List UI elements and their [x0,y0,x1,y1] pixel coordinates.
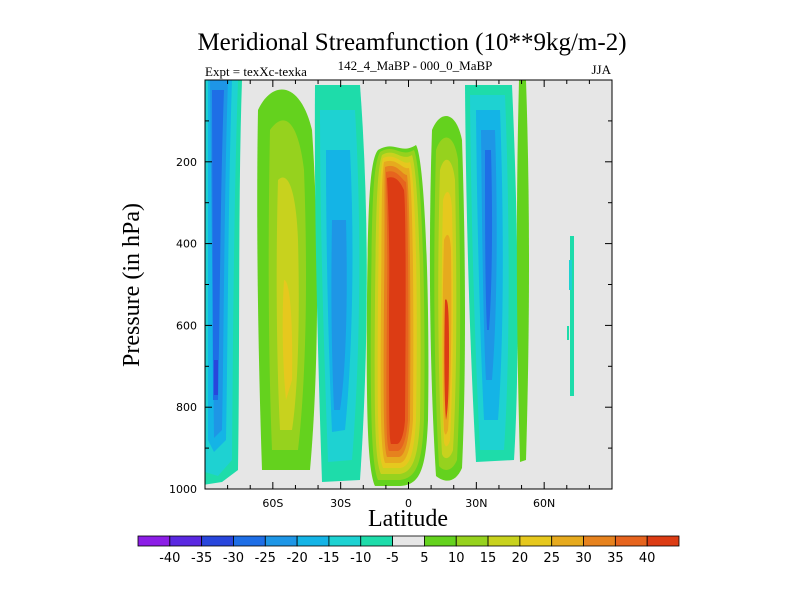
nh-weak-positive [516,80,529,462]
sh-positive-core [282,280,293,400]
x-tick-label: 60S [262,497,283,510]
colorbar-label: -15 [318,551,339,566]
colorbar-swatch [328,535,362,547]
nh-positive-core [444,299,449,420]
colorbar-label: 30 [575,551,592,566]
x-tick-label: 60N [533,497,555,510]
colorbar: -40 -35 -30 -25 -20 -15 -10 -5 5 10 15 20 25 30 35 40 [137,535,680,566]
y-tick-label: 400 [176,238,197,251]
colorbar-label: -30 [223,551,244,566]
colorbar-swatch [169,535,203,547]
nh-high-lat-patch-2 [569,260,572,290]
x-tick-label: 0 [405,497,412,510]
colorbar-label: -10 [350,551,371,566]
colorbar-swatch [646,535,680,547]
colorbar-swatch [519,535,553,547]
sh-negative-core [212,90,224,400]
y-axis-ticks: 200 400 600 800 1000 [169,120,612,496]
colorbar-label: -5 [386,551,399,566]
right-subtitle: JJA [591,62,611,77]
left-subtitle: Expt = texXc-texka [205,64,307,79]
colorbar-label: 35 [607,551,624,566]
y-tick-label: 800 [176,401,197,414]
x-axis-ticks: 60S 30S 0 30N 60N [227,80,590,510]
colorbar-label: 5 [420,551,428,566]
colorbar-swatch [296,535,330,547]
colorbar-label: 10 [448,551,465,566]
colorbar-label: -20 [287,551,308,566]
chart-title: Meridional Streamfunction (10**9kg/m-2) [197,29,626,56]
colorbar-swatch [455,535,489,547]
sh-midlat-neg-core [331,220,347,410]
sh-negative-peak [214,360,218,395]
colorbar-swatch [583,535,616,547]
colorbar-swatch [424,535,457,547]
colorbar-swatch [201,535,234,547]
colorbar-label: 15 [480,551,497,566]
x-tick-label: 30S [330,497,351,510]
x-tick-label: 30N [465,497,487,510]
colorbar-label: 20 [512,551,529,566]
colorbar-label: 25 [543,551,560,566]
colorbar-label: -40 [159,551,180,566]
colorbar-swatch [233,535,266,547]
colorbar-swatch [551,535,584,547]
contour-field [205,80,574,486]
y-tick-label: 200 [176,156,197,169]
colorbar-label: -35 [191,551,212,566]
nh-high-lat-patch-3 [567,326,569,340]
y-axis-label: Pressure (in hPa) [119,203,145,367]
colorbar-swatch [137,535,171,547]
colorbar-swatch [264,535,298,547]
nh-negative-core [485,150,493,330]
y-tick-label: 1000 [169,483,197,496]
colorbar-swatch [614,535,648,547]
colorbar-label: 40 [639,551,656,566]
center-subtitle: 142_4_MaBP - 000_0_MaBP [338,58,493,73]
x-axis-label: Latitude [368,506,448,532]
y-tick-label: 600 [176,319,197,332]
colorbar-swatch [392,535,425,547]
equatorial-core [387,177,406,444]
colorbar-swatch [360,535,393,547]
colorbar-swatch [487,535,521,547]
colorbar-label: -25 [255,551,276,566]
